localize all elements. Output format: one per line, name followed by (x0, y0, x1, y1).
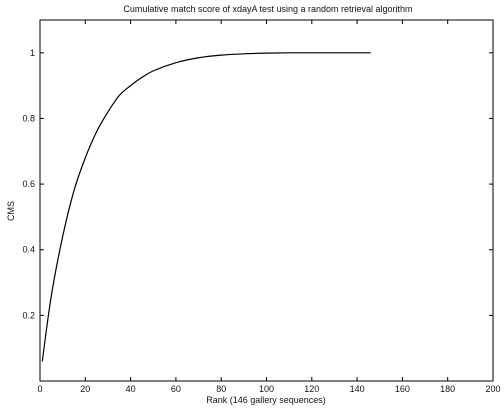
x-tick-label: 160 (395, 384, 410, 394)
y-tick-label: 1 (30, 48, 35, 58)
chart-title: Cumulative match score of xdayA test usi… (123, 4, 412, 14)
x-tick-label: 80 (216, 384, 226, 394)
series-line (41, 52, 371, 362)
y-axis-label: CMS (6, 201, 16, 221)
x-tick-label: 0 (37, 384, 42, 394)
plot-frame (39, 19, 494, 382)
y-tick-label: 0.2 (22, 310, 35, 320)
y-tick-label: 0.8 (22, 113, 35, 123)
x-tick-label: 200 (485, 384, 500, 394)
x-axis-label: Rank (146 gallery sequences) (206, 395, 326, 405)
y-tick-label: 0.4 (22, 245, 35, 255)
series-points (41, 51, 372, 362)
x-tick-label: 40 (126, 384, 136, 394)
x-tick-label: 180 (440, 384, 455, 394)
x-tick-label: 120 (304, 384, 319, 394)
x-tick-label: 140 (350, 384, 365, 394)
x-tick-label: 100 (259, 384, 274, 394)
y-tick-label: 0.6 (22, 179, 35, 189)
x-tick-label: 60 (171, 384, 181, 394)
x-tick-label: 20 (80, 384, 90, 394)
x-axis-ticks: 0 20 40 60 80 100 120 140 160 180 200 (37, 20, 501, 394)
y-axis-ticks: 0.2 0.4 0.6 0.8 1 (22, 48, 493, 320)
